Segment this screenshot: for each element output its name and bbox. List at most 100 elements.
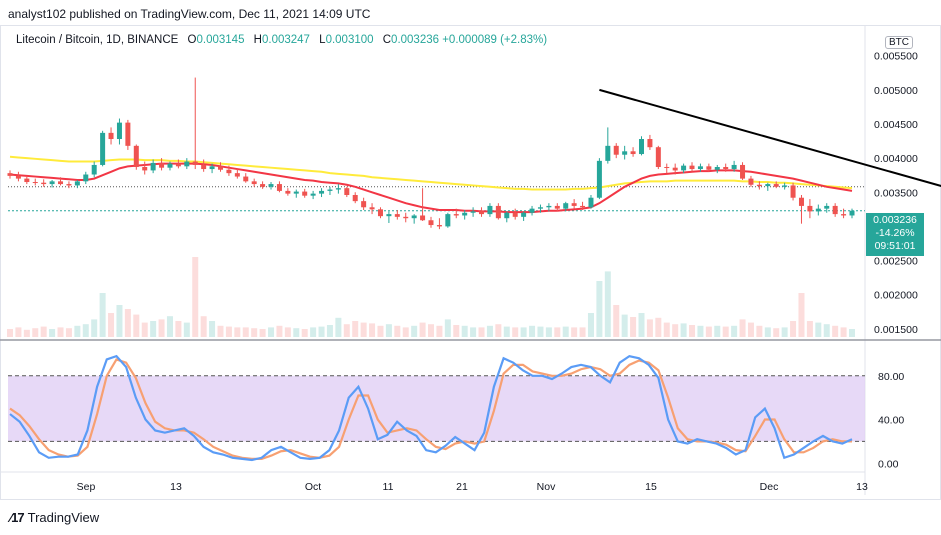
- volume-bar: [310, 327, 317, 337]
- last-price-tag: 0.003236 -14.26% 09:51:01: [866, 213, 924, 256]
- ma-slow-line: [9, 155, 853, 191]
- volume-bar: [242, 327, 249, 337]
- stoch-k-line: [9, 354, 853, 462]
- candle-body: [596, 160, 602, 198]
- volume-bar: [832, 325, 839, 337]
- candle-body: [529, 208, 535, 213]
- time-tick-label: 13: [856, 481, 868, 493]
- volume-bar: [32, 328, 39, 337]
- open-label: O: [187, 34, 197, 46]
- volume-bar: [217, 325, 224, 337]
- candle-body: [672, 167, 678, 171]
- symbol-name[interactable]: Litecoin / Bitcoin, 1D, BINANCE: [16, 34, 179, 46]
- volume-bar: [562, 326, 569, 337]
- price-tick-label: 0.003500: [874, 187, 918, 199]
- candle-body: [125, 122, 131, 146]
- volume-bar: [268, 327, 275, 337]
- candle-body: [605, 145, 611, 161]
- volume-bar: [798, 293, 805, 337]
- volume-bar: [108, 313, 115, 337]
- candle-body: [24, 178, 30, 183]
- candle-body: [731, 164, 737, 170]
- volume-bar: [520, 327, 527, 337]
- volume-bar: [731, 325, 738, 337]
- candle-body: [260, 184, 266, 187]
- candle-body: [790, 185, 796, 198]
- candle-body: [150, 162, 156, 171]
- candle-body: [142, 167, 148, 171]
- volume-bar: [764, 327, 771, 337]
- volume-bar: [453, 325, 460, 337]
- candle-body: [571, 203, 577, 206]
- price-tick-label: 0.002500: [874, 256, 918, 268]
- candle-body: [394, 214, 400, 217]
- volume-bar: [529, 325, 536, 337]
- volume-bar: [705, 326, 712, 337]
- currency-badge[interactable]: BTC: [885, 36, 913, 49]
- candle-body: [428, 220, 434, 226]
- volume-bar: [840, 327, 847, 337]
- candle-body: [697, 166, 703, 170]
- candle-body: [209, 166, 215, 170]
- volume-bar: [234, 327, 241, 337]
- tradingview-footer[interactable]: ⁄17 TradingView: [10, 510, 99, 525]
- candle-body: [563, 203, 569, 209]
- candle-body: [352, 194, 358, 202]
- ohlc-legend: Litecoin / Bitcoin, 1D, BINANCE O0.00314…: [16, 34, 547, 46]
- volume-bar: [815, 322, 822, 337]
- candle-body: [580, 205, 586, 208]
- tradingview-wordmark: TradingView: [27, 510, 100, 525]
- candle-body: [647, 139, 653, 148]
- time-tick-label: 11: [383, 481, 394, 493]
- price-tick-label: 0.004000: [874, 153, 918, 165]
- change-percent: -14.26%: [875, 227, 915, 239]
- volume-bar: [773, 328, 780, 337]
- volume-bar: [225, 326, 232, 337]
- ma-fast-line: [9, 162, 853, 214]
- volume-bar: [192, 257, 199, 337]
- volume-bar: [209, 321, 216, 337]
- candle-body: [74, 181, 80, 186]
- candle-body: [268, 184, 274, 187]
- candle-body: [83, 174, 89, 182]
- candle-body: [841, 214, 847, 216]
- candle-body: [251, 181, 257, 185]
- volume-bar: [318, 326, 325, 337]
- candle-body: [588, 197, 594, 208]
- candle-body: [765, 184, 771, 187]
- candle-body: [243, 176, 249, 182]
- volume-bar: [571, 327, 578, 337]
- volume-bar: [40, 326, 47, 337]
- candle-body: [832, 205, 838, 215]
- volume-bar: [183, 322, 190, 337]
- candle-body: [201, 164, 207, 170]
- candle-body: [453, 214, 459, 216]
- volume-bar: [284, 327, 291, 337]
- volume-bar: [91, 319, 98, 337]
- candle-body: [116, 122, 122, 140]
- volume-bar: [781, 327, 788, 337]
- candle-body: [537, 207, 543, 209]
- time-tick-label: 15: [645, 481, 657, 493]
- time-tick-label: Sep: [77, 481, 96, 493]
- volume-bar: [689, 325, 696, 337]
- price-tick-label: 0.001500: [874, 324, 918, 336]
- volume-bar: [394, 325, 401, 337]
- volume-bar: [461, 325, 468, 337]
- volume-bar: [478, 327, 485, 337]
- candle-body: [32, 182, 38, 184]
- volume-bar: [276, 325, 283, 337]
- volume-bar: [604, 271, 611, 337]
- candle-body: [7, 173, 13, 176]
- volume-bar: [99, 293, 106, 337]
- volume-bar: [849, 329, 855, 337]
- volume-bar: [655, 317, 662, 337]
- candle-body: [655, 147, 661, 168]
- candle-body: [521, 212, 527, 217]
- volume-bar: [65, 328, 72, 337]
- candle-body: [495, 205, 501, 219]
- volume-bar: [124, 309, 131, 337]
- volume-bar: [343, 324, 350, 337]
- volume-bar: [579, 327, 586, 337]
